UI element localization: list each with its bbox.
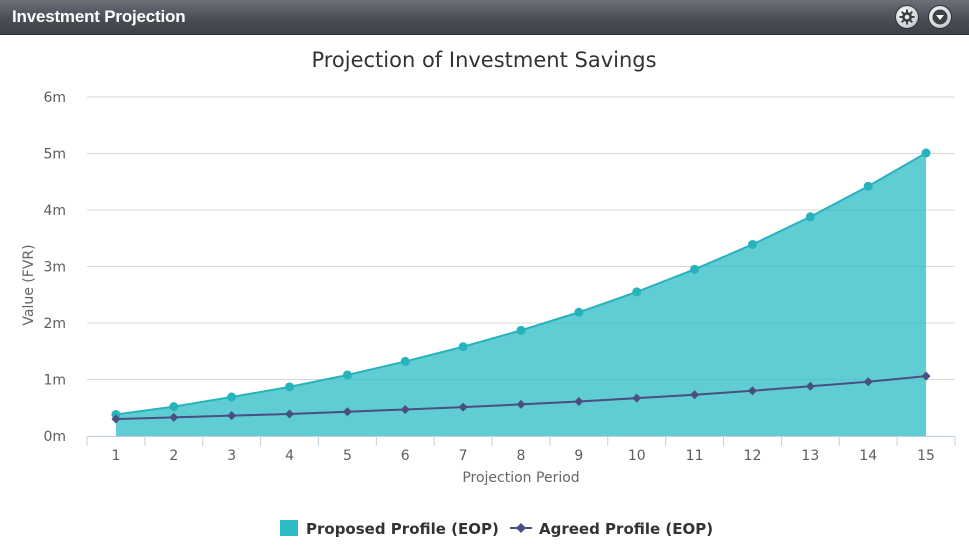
- proposed-area-fill: [115, 152, 927, 436]
- x-tick-label: 15: [917, 448, 935, 464]
- x-tick-label: 1: [111, 448, 120, 464]
- y-tick-label: 0m: [43, 429, 66, 445]
- x-tick-label: 8: [517, 448, 526, 464]
- y-tick-label: 3m: [43, 260, 66, 276]
- agreed-point[interactable]: [632, 393, 642, 403]
- proposed-point[interactable]: [111, 410, 121, 420]
- x-tick-label: 7: [459, 448, 468, 464]
- x-tick-label: 11: [686, 448, 704, 464]
- settings-button[interactable]: [895, 5, 919, 29]
- y-tick-label: 1m: [43, 373, 66, 389]
- y-axis-tick-labels: 0m 1m 2m 3m 4m 5m 6m: [43, 90, 66, 445]
- proposed-point[interactable]: [805, 212, 815, 222]
- y-tick-label: 2m: [43, 316, 66, 332]
- proposed-point[interactable]: [921, 148, 931, 158]
- agreed-point[interactable]: [458, 402, 468, 412]
- agreed-point[interactable]: [921, 371, 931, 381]
- agreed-point[interactable]: [227, 411, 237, 421]
- window-titlebar: Investment Projection: [0, 0, 969, 35]
- proposed-point[interactable]: [516, 325, 526, 335]
- legend-marker-agreed: [516, 523, 526, 533]
- plot-area: [111, 148, 931, 436]
- agreed-point[interactable]: [805, 381, 815, 391]
- y-tick-label: 5m: [43, 147, 66, 163]
- proposed-point[interactable]: [285, 382, 295, 392]
- x-tick-label: 10: [628, 448, 646, 464]
- agreed-point[interactable]: [747, 386, 757, 396]
- x-tick-label: 6: [401, 448, 410, 464]
- proposed-point[interactable]: [458, 342, 468, 352]
- window-title: Investment Projection: [12, 7, 186, 26]
- chart-area: Projection of Investment Savings 0m 1m 2m 3…: [21, 48, 956, 538]
- agreed-point[interactable]: [342, 407, 352, 417]
- x-tick-label: 5: [343, 448, 352, 464]
- agreed-point[interactable]: [285, 409, 295, 419]
- proposed-point[interactable]: [574, 307, 584, 317]
- x-tick-label: 3: [227, 448, 236, 464]
- agreed-point[interactable]: [169, 412, 179, 422]
- chevron-down-icon: [932, 9, 948, 25]
- legend-item-agreed[interactable]: Agreed Profile (EOP): [510, 520, 713, 538]
- agreed-point[interactable]: [574, 397, 584, 407]
- legend-swatch-proposed: [280, 520, 298, 536]
- agreed-point[interactable]: [111, 414, 121, 424]
- proposed-point[interactable]: [400, 356, 410, 366]
- legend-item-proposed[interactable]: Proposed Profile (EOP): [280, 520, 499, 538]
- proposed-point[interactable]: [632, 287, 642, 297]
- legend-label-agreed: Agreed Profile (EOP): [539, 520, 713, 538]
- agreed-point[interactable]: [863, 377, 873, 387]
- x-tick-label: 2: [169, 448, 178, 464]
- proposed-point[interactable]: [690, 264, 700, 274]
- legend-label-proposed: Proposed Profile (EOP): [306, 520, 499, 538]
- agreed-point[interactable]: [400, 404, 410, 414]
- y-axis-label: Value (FVR): [21, 244, 37, 325]
- x-axis-label: Projection Period: [462, 470, 579, 486]
- proposed-point[interactable]: [863, 181, 873, 191]
- x-tick-label: 4: [285, 448, 294, 464]
- agreed-point[interactable]: [690, 390, 700, 400]
- proposed-point[interactable]: [227, 392, 237, 402]
- x-axis: 1 2 3 4 5 6 7 8 9 10 11 12 13 14 15: [86, 436, 956, 464]
- menu-dropdown-button[interactable]: [928, 5, 952, 29]
- x-tick-label: 9: [574, 448, 583, 464]
- y-tick-label: 4m: [43, 203, 66, 219]
- chart-title: Projection of Investment Savings: [311, 48, 656, 72]
- x-tick-label: 12: [744, 448, 762, 464]
- chart-legend: Proposed Profile (EOP) Agreed Profile (E…: [280, 520, 713, 538]
- x-tick-label: 14: [859, 448, 877, 464]
- agreed-point[interactable]: [516, 399, 526, 409]
- proposed-point[interactable]: [747, 239, 757, 249]
- proposed-point[interactable]: [342, 370, 352, 380]
- x-tick-label: 13: [801, 448, 819, 464]
- proposed-point[interactable]: [169, 402, 179, 412]
- gear-icon: [899, 9, 915, 25]
- y-tick-label: 6m: [43, 90, 66, 106]
